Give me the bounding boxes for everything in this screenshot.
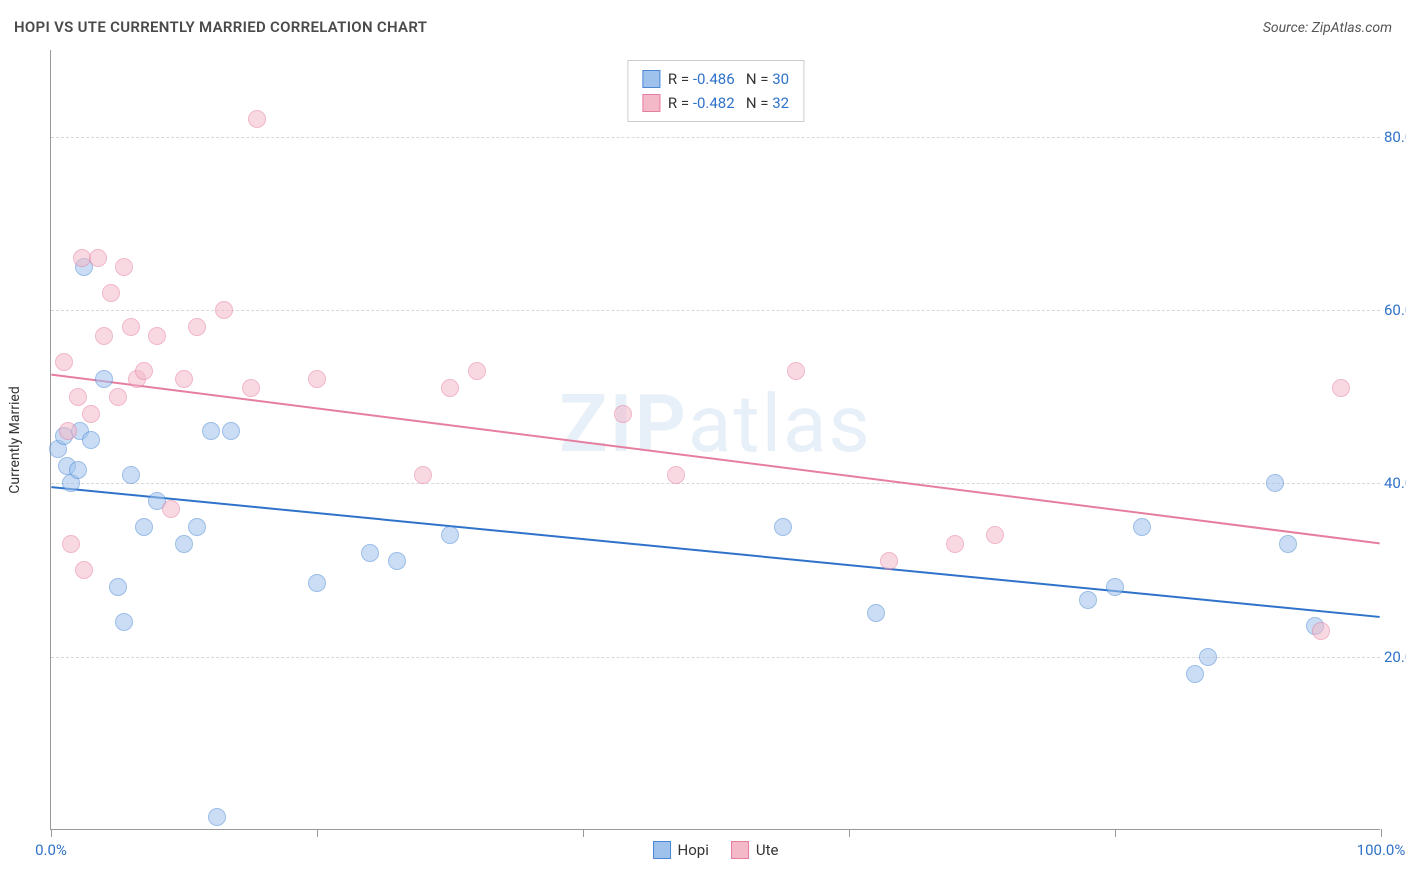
data-point [122,318,140,336]
data-point [468,362,486,380]
data-point [1312,622,1330,640]
data-point [667,466,685,484]
data-point [1279,535,1297,553]
trend-line [51,375,1379,544]
x-tick [583,829,584,837]
watermark: ZIPatlas [559,377,872,471]
legend-item: Ute [731,841,779,859]
data-point [361,544,379,562]
data-point [308,370,326,388]
data-point [135,362,153,380]
data-point [202,422,220,440]
watermark-bold: ZIP [559,377,688,471]
data-point [1186,665,1204,683]
data-point [148,327,166,345]
data-point [175,535,193,553]
data-point [1266,474,1284,492]
x-tick [1381,829,1382,837]
stats-text: R = -0.486 N = 30 [668,67,789,91]
data-point [95,327,113,345]
data-point [95,370,113,388]
stats-row: R = -0.482 N = 32 [642,91,789,115]
data-point [215,301,233,319]
y-tick-label: 60.0% [1384,301,1406,319]
legend-label: Hopi [678,841,709,859]
stats-row: R = -0.486 N = 30 [642,67,789,91]
data-point [441,526,459,544]
data-point [248,110,266,128]
data-point [109,388,127,406]
data-point [986,526,1004,544]
x-tick [849,829,850,837]
data-point [1106,578,1124,596]
data-point [946,535,964,553]
data-point [75,561,93,579]
x-tick [317,829,318,837]
data-point [188,318,206,336]
data-point [82,405,100,423]
gridline [51,483,1380,484]
data-point [614,405,632,423]
data-point [135,518,153,536]
series-swatch [642,70,660,88]
data-point [308,574,326,592]
gridline [51,657,1380,658]
data-point [175,370,193,388]
gridline [51,137,1380,138]
x-tick [1115,829,1116,837]
watermark-rest: atlas [688,377,872,471]
data-point [222,422,240,440]
data-point [414,466,432,484]
data-point [102,284,120,302]
data-point [69,461,87,479]
stats-box: R = -0.486 N = 30R = -0.482 N = 32 [627,60,804,122]
x-tick-label: 100.0% [1357,841,1406,859]
data-point [1332,379,1350,397]
trend-line [51,487,1379,617]
chart-plot-area: Currently Married ZIPatlas 20.0%40.0%60.… [50,50,1380,830]
bottom-legend: Hopi Ute [653,841,779,859]
data-point [208,808,226,826]
data-point [122,466,140,484]
trend-lines [51,50,1380,829]
data-point [69,388,87,406]
data-point [867,604,885,622]
data-point [109,578,127,596]
data-point [1133,518,1151,536]
legend-swatch [731,841,749,859]
data-point [188,518,206,536]
legend-swatch [653,841,671,859]
data-point [62,535,80,553]
data-point [774,518,792,536]
data-point [1079,591,1097,609]
source-attribution: Source: ZipAtlas.com [1263,20,1392,36]
data-point [441,379,459,397]
data-point [82,431,100,449]
legend-item: Hopi [653,841,709,859]
y-tick-label: 80.0% [1384,128,1406,146]
data-point [388,552,406,570]
legend-label: Ute [756,841,779,859]
data-point [162,500,180,518]
data-point [880,552,898,570]
data-point [1199,648,1217,666]
x-tick-label: 0.0% [35,841,67,859]
data-point [89,249,107,267]
data-point [115,258,133,276]
y-axis-title: Currently Married [7,386,23,493]
data-point [55,353,73,371]
stats-text: R = -0.482 N = 32 [668,91,789,115]
series-swatch [642,94,660,112]
gridline [51,310,1380,311]
y-tick-label: 40.0% [1384,474,1406,492]
chart-title: HOPI VS UTE CURRENTLY MARRIED CORRELATIO… [14,18,427,36]
data-point [115,613,133,631]
data-point [59,422,77,440]
data-point [242,379,260,397]
data-point [787,362,805,380]
x-tick [51,829,52,837]
y-tick-label: 20.0% [1384,648,1406,666]
